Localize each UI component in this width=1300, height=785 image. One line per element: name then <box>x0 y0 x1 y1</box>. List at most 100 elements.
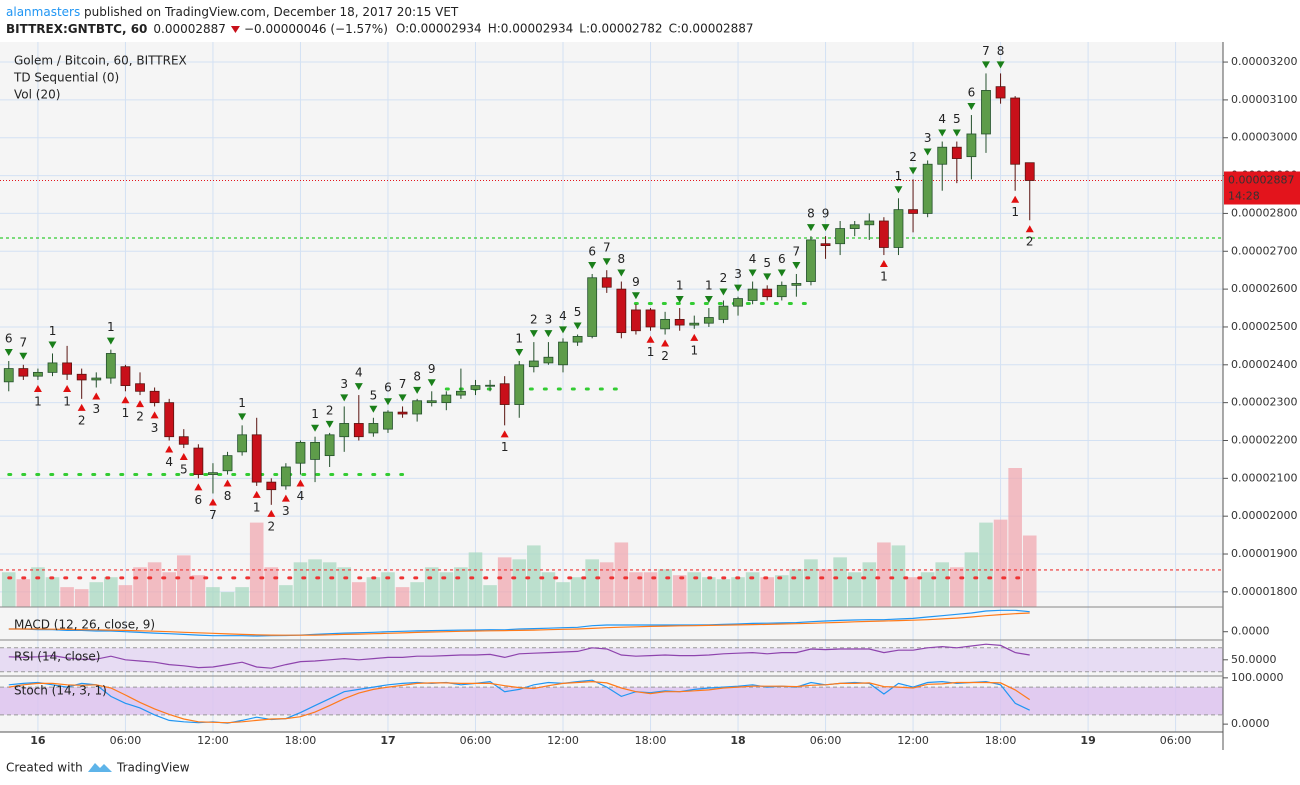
td-marker <box>369 405 378 413</box>
volume-bar <box>220 592 235 607</box>
published: published on TradingView.com, December 1… <box>80 5 459 19</box>
volume-bar <box>804 559 818 607</box>
footer: Created with TradingView <box>6 761 190 775</box>
td-label: 1 <box>895 169 903 183</box>
td-label: 1 <box>34 394 42 408</box>
td-marker <box>777 269 786 277</box>
td-marker <box>150 411 159 419</box>
candle-body <box>499 383 510 405</box>
macd-label: MACD (12, 26, close, 9) <box>14 618 155 632</box>
x-tick-label: 06:00 <box>460 734 492 747</box>
logo <box>88 763 112 772</box>
td-marker <box>879 260 888 268</box>
candle-body <box>631 309 641 332</box>
td-label: 8 <box>618 252 626 266</box>
volume-bar <box>672 575 687 607</box>
td-marker <box>821 224 830 232</box>
volume-bar <box>395 587 410 607</box>
ohlc-value: 0.00002934 <box>501 22 574 36</box>
rsi-label: RSI (14, close) <box>14 650 100 664</box>
plot-background <box>0 42 1223 732</box>
brand[interactable]: TradingView <box>116 761 190 775</box>
volume-bar <box>950 567 964 607</box>
td-label: 4 <box>355 366 363 380</box>
td-marker <box>602 258 611 266</box>
candle-body <box>324 434 335 457</box>
volume-bar <box>614 542 629 607</box>
candle-body <box>1024 162 1035 181</box>
x-tick-label: 06:00 <box>110 734 142 747</box>
td-marker <box>617 269 626 277</box>
td-label: 6 <box>778 252 786 266</box>
candle-body <box>149 390 160 404</box>
td-label: 1 <box>676 279 684 293</box>
volume-bar <box>527 545 541 607</box>
y-tick-label: 0.00002300 <box>1231 396 1297 409</box>
td-label: 2 <box>909 150 917 164</box>
td-label: 5 <box>763 256 771 270</box>
td-marker <box>704 296 713 304</box>
stoch-d <box>8 680 1031 724</box>
td-marker <box>121 396 130 404</box>
y-tick-label: 0.00003000 <box>1231 131 1297 144</box>
td-label: 9 <box>822 207 830 221</box>
volume-bar <box>74 589 89 607</box>
td-label: 2 <box>1026 235 1034 249</box>
volume-bar <box>366 577 381 607</box>
candle-body <box>193 447 204 475</box>
td-marker <box>179 453 188 461</box>
td-marker <box>909 167 918 175</box>
volume-bar <box>439 572 454 607</box>
candle-body <box>441 394 452 404</box>
td-marker <box>996 61 1005 69</box>
ohlc-label: O: <box>396 22 409 36</box>
td-marker <box>1025 225 1034 233</box>
volume-bar <box>760 577 774 607</box>
candle-body <box>762 288 773 298</box>
volume-bar <box>745 572 760 607</box>
td-label: 5 <box>953 112 961 126</box>
volume-bar <box>877 542 891 607</box>
td-marker <box>529 330 538 338</box>
volume-bar <box>381 572 395 607</box>
td-marker <box>923 148 932 156</box>
volume-bar <box>191 575 206 607</box>
volume-bar <box>599 562 614 607</box>
last-price-box <box>1224 171 1300 205</box>
td-label: 1 <box>515 332 523 346</box>
candle-body <box>3 368 14 383</box>
last: 0.00002887 <box>153 22 226 36</box>
candle-body <box>237 434 248 453</box>
author[interactable]: alanmasters <box>6 5 80 19</box>
candle-body <box>135 383 145 392</box>
candle-body <box>572 336 583 343</box>
td-label: 6 <box>5 332 13 346</box>
volume-bar <box>541 572 556 607</box>
td-marker <box>311 424 320 432</box>
candle-body <box>601 277 612 288</box>
volume-bar <box>847 572 862 607</box>
td-label: 8 <box>807 207 815 221</box>
td-marker <box>194 483 203 491</box>
candle-body <box>689 322 700 326</box>
macd-line <box>8 609 1030 637</box>
td-marker <box>165 445 174 453</box>
volume-bar <box>512 559 527 607</box>
candle-body <box>251 434 262 483</box>
ohlc-label: L: <box>579 22 590 36</box>
volume-bar <box>352 582 366 607</box>
td-label: 1 <box>253 500 261 514</box>
candle-body <box>295 441 306 464</box>
td-marker <box>792 261 801 269</box>
y-tick-label: 50.0000 <box>1231 653 1277 666</box>
td-label: 3 <box>924 131 932 145</box>
x-tick-label: 06:00 <box>1160 734 1192 747</box>
td-marker <box>325 420 334 428</box>
td-marker <box>544 330 553 338</box>
candle-body <box>91 377 102 381</box>
td-marker <box>646 335 655 343</box>
y-tick-label: 0.00002700 <box>1231 244 1297 257</box>
td-marker <box>981 61 990 69</box>
td-label: 7 <box>982 44 990 58</box>
y-tick-label: 0.00002400 <box>1231 358 1297 371</box>
